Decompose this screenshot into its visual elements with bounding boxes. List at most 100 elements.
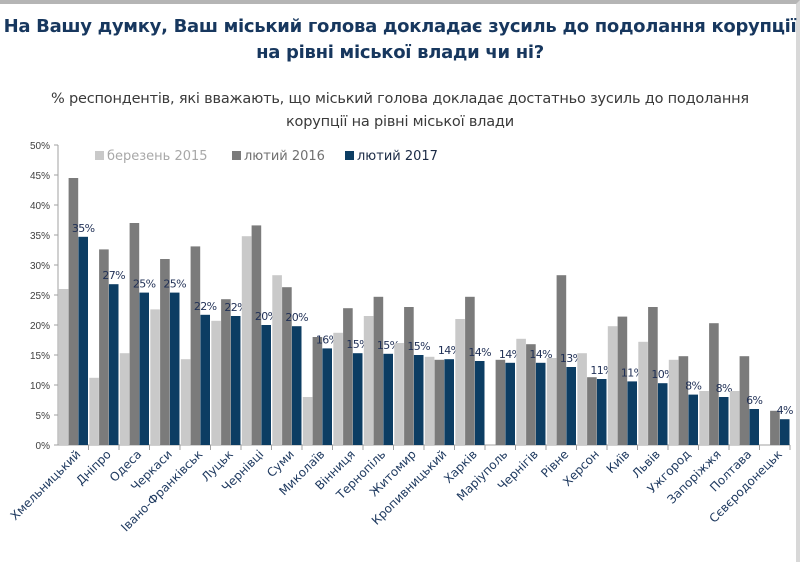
bar-2017: [230, 316, 241, 445]
bar-2017: [291, 326, 302, 445]
legend-label: лютий 2016: [244, 149, 325, 164]
bar-2015: [577, 353, 587, 445]
data-label: 27%: [102, 269, 125, 282]
bar-2017: [718, 397, 729, 445]
x-tick-label: Хмельницький: [8, 447, 84, 523]
bar-2015: [272, 275, 282, 445]
y-tick-label: 0%: [36, 441, 51, 452]
y-tick-label: 15%: [30, 351, 50, 362]
data-label: 22%: [194, 300, 217, 313]
bar-2015: [424, 356, 435, 445]
y-tick-label: 10%: [30, 381, 50, 392]
bar-2015: [89, 377, 99, 445]
bar-2017: [596, 379, 607, 445]
bar-2016: [68, 178, 79, 445]
bar-2015: [180, 359, 191, 445]
data-label: 15%: [407, 340, 430, 353]
bar-2017: [627, 381, 637, 445]
bar-2016: [373, 296, 384, 445]
y-tick-label: 20%: [30, 321, 50, 332]
bar-2015: [546, 358, 557, 445]
bar-2015: [211, 320, 221, 445]
bar-2016: [587, 377, 597, 445]
bar-2016: [190, 246, 201, 445]
bar-2016: [251, 225, 262, 445]
bar-2016: [526, 344, 536, 445]
bar-2017: [444, 359, 454, 445]
bar-2015: [394, 343, 404, 445]
bar-2017: [779, 419, 790, 445]
bar-2017: [383, 353, 393, 445]
data-label: 25%: [163, 278, 186, 291]
bar-2017: [78, 236, 88, 445]
bar-2017: [474, 361, 485, 445]
y-tick-label: 35%: [30, 231, 50, 242]
bar-2015: [363, 316, 374, 445]
data-label: 14%: [468, 346, 491, 359]
bar-2017: [657, 383, 668, 445]
bar-2016: [739, 356, 750, 445]
data-label: 8%: [716, 382, 732, 395]
bar-2015: [729, 391, 740, 445]
bar-2016: [99, 249, 109, 445]
bar-2015: [150, 309, 160, 445]
bar-2017: [413, 355, 424, 445]
bar-2015: [699, 391, 709, 445]
chart-title: На Вашу думку, Ваш міський голова доклад…: [3, 16, 797, 63]
bar-2016: [556, 275, 567, 445]
y-tick-label: 5%: [36, 411, 51, 422]
bar-2015: [119, 353, 130, 445]
bar-2017: [322, 348, 332, 445]
y-tick-label: 40%: [30, 201, 50, 212]
data-label: 8%: [685, 380, 701, 393]
bar-2015: [333, 332, 343, 445]
bar-2016: [282, 287, 292, 445]
chart-subtitle: % респондентів, які вважають, що міський…: [51, 91, 749, 130]
bar-2017: [566, 367, 576, 445]
data-label: 25%: [133, 278, 156, 291]
data-label: 6%: [746, 394, 762, 407]
data-label: 20%: [285, 311, 308, 324]
bar-2017: [261, 325, 271, 445]
y-tick-label: 25%: [30, 291, 50, 302]
bar-2017: [535, 362, 546, 445]
bar-2017: [688, 394, 698, 445]
y-tick-label: 50%: [30, 141, 50, 152]
bar-2016: [312, 337, 323, 445]
bar-2016: [129, 223, 140, 445]
bar-2015: [58, 289, 69, 445]
bar-2016: [770, 410, 780, 445]
data-label: 4%: [777, 404, 793, 417]
bar-2017: [352, 353, 363, 445]
legend-label: лютий 2017: [357, 149, 438, 164]
bar-2015: [241, 236, 252, 445]
bar-2016: [434, 359, 445, 445]
bar-2016: [465, 296, 475, 445]
legend-swatch: [232, 151, 241, 160]
bar-2016: [495, 359, 506, 445]
bar-2015: [302, 397, 313, 445]
bar-2015: [668, 359, 679, 445]
bar-2016: [678, 356, 689, 445]
bar-2015: [455, 319, 465, 445]
bar-2017: [749, 409, 759, 445]
bar-2017: [505, 362, 515, 445]
bar-2017: [200, 314, 210, 445]
data-label: 35%: [72, 222, 95, 235]
legend-swatch: [345, 151, 354, 160]
bar-2016: [648, 307, 658, 445]
bar-2016: [160, 259, 170, 445]
bar-2017: [108, 284, 119, 445]
legend-label: березень 2015: [107, 149, 208, 164]
bar-2016: [709, 323, 719, 445]
bar-2017: [169, 292, 180, 445]
bar-2016: [343, 308, 353, 445]
bar-2015: [638, 341, 648, 445]
x-tick-label: Київ: [604, 447, 633, 476]
y-tick-label: 30%: [30, 261, 50, 272]
bar-2015: [607, 326, 618, 445]
bar-2016: [404, 307, 414, 445]
bar-2015: [516, 338, 526, 445]
